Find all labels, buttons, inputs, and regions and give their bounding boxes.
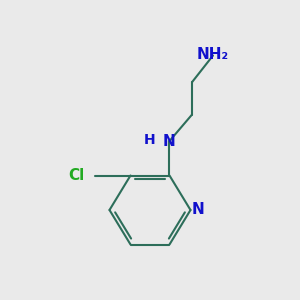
Text: Cl: Cl xyxy=(68,168,84,183)
Text: N: N xyxy=(192,202,205,217)
Text: N: N xyxy=(163,134,176,148)
Text: H: H xyxy=(144,133,156,146)
Text: NH₂: NH₂ xyxy=(197,46,229,62)
